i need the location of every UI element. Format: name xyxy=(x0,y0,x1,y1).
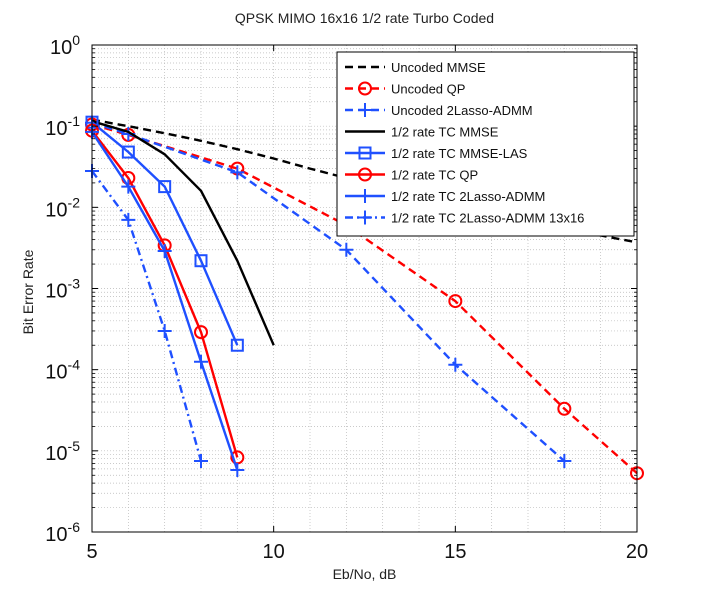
series-line xyxy=(91,170,203,462)
legend-label: Uncoded QP xyxy=(391,82,465,97)
data-point xyxy=(121,145,135,159)
legend-marker xyxy=(358,189,372,203)
data-point xyxy=(557,453,572,468)
data-point xyxy=(230,165,245,180)
series-line xyxy=(91,121,566,462)
data-point xyxy=(121,212,136,227)
legend-label: Uncoded MMSE xyxy=(391,60,486,75)
data-point xyxy=(194,325,208,340)
data-point xyxy=(121,179,136,194)
data-point xyxy=(448,294,463,309)
y-tick-label: 10-5 xyxy=(45,438,80,465)
legend-label: 1/2 rate TC QP xyxy=(391,168,478,183)
data-point xyxy=(448,357,463,372)
y-tick-label: 100 xyxy=(50,32,80,59)
legend-marker xyxy=(358,81,372,96)
data-point xyxy=(230,463,245,478)
x-axis-label: Eb/No, dB xyxy=(332,566,397,582)
legend-marker xyxy=(358,103,372,117)
data-point xyxy=(157,323,172,338)
series-line xyxy=(91,121,239,346)
y-tick-label: 10-2 xyxy=(45,194,80,221)
legend-label: 1/2 rate TC 2Lasso-ADMM 13x16 xyxy=(391,211,584,226)
legend-label: Uncoded 2Lasso-ADMM xyxy=(391,103,533,118)
data-point xyxy=(230,338,244,352)
data-point xyxy=(194,354,208,369)
data-point xyxy=(158,180,172,194)
legend: Uncoded MMSE Uncoded QP Uncoded 2Lasso-ADM… xyxy=(336,51,635,237)
series-line xyxy=(91,120,275,346)
x-tick-label: 20 xyxy=(626,541,648,563)
legend-label: 1/2 rate TC MMSE-LAS xyxy=(391,146,528,161)
series-3 xyxy=(91,120,275,346)
legend-label: 1/2 rate TC 2Lasso-ADMM xyxy=(391,189,545,204)
y-tick-label: 10-4 xyxy=(45,357,80,384)
data-point xyxy=(557,401,572,416)
legend-marker xyxy=(358,146,372,160)
y-tick-label: 10-1 xyxy=(45,113,80,140)
legend-label: 1/2 rate TC MMSE xyxy=(391,125,499,140)
x-tick-label: 5 xyxy=(86,541,97,563)
y-tick-label: 10-6 xyxy=(45,519,80,546)
x-tick-label: 15 xyxy=(444,541,466,563)
ticks: 5 10 15 20 100 10-1 10-2 10-3 10-4 10-5 10-6 xyxy=(45,32,648,563)
x-tick-label: 10 xyxy=(263,541,285,563)
legend-box xyxy=(336,51,635,237)
data-point xyxy=(339,242,354,257)
data-point xyxy=(194,453,208,468)
legend-marker xyxy=(358,210,372,225)
data-point xyxy=(157,243,172,258)
chart-title: QPSK MIMO 16x16 1/2 rate Turbo Coded xyxy=(234,10,495,26)
legend-marker xyxy=(358,167,372,182)
y-tick-label: 10-3 xyxy=(45,276,80,303)
data-point xyxy=(194,254,208,268)
